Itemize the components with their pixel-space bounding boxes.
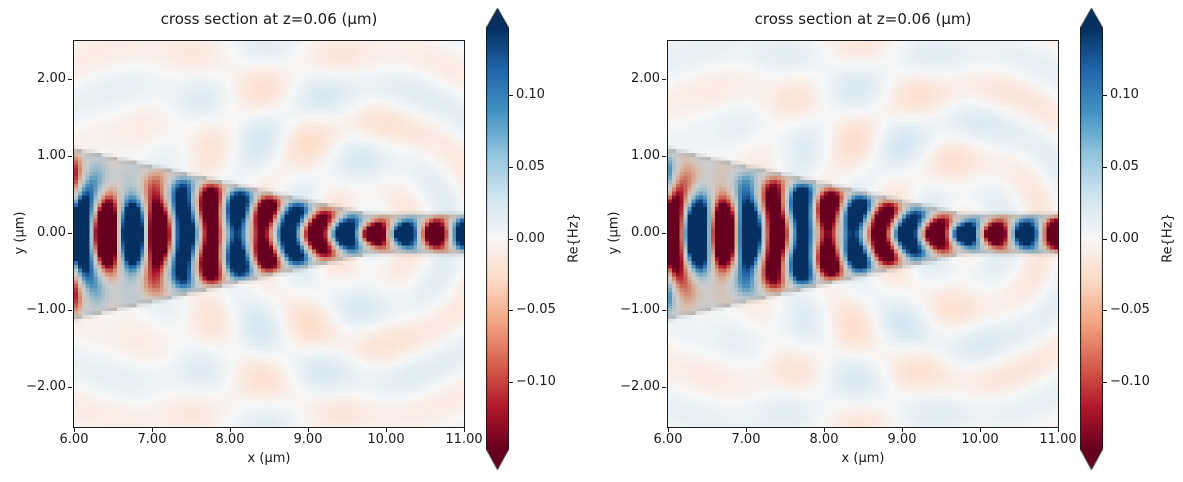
x-axis-label-left: x (μm)	[247, 451, 291, 466]
colorbar-tick-label: −0.05	[1110, 302, 1150, 318]
colorbar-right	[1080, 8, 1103, 470]
x-tick-label: 10.00	[367, 432, 405, 447]
y-tick-mark	[68, 155, 72, 157]
y-tick-mark	[662, 78, 666, 80]
y-tick-mark	[662, 310, 666, 312]
x-tick-mark	[824, 428, 825, 432]
colorbar-tick-mark	[1103, 95, 1107, 97]
x-tick-label: 6.00	[653, 432, 683, 447]
colorbar-tick-mark	[1103, 238, 1107, 240]
y-tick-label: 2.00	[37, 70, 66, 86]
field-heatmap-right	[668, 41, 1058, 427]
x-tick-mark	[902, 428, 903, 432]
x-tick-label: 8.00	[809, 432, 839, 447]
colorbar-tick-label: 0.05	[516, 158, 545, 174]
y-tick-mark	[68, 310, 72, 312]
colorbar-tick-mark	[1103, 381, 1107, 383]
plot-title-left: cross section at z=0.06 (μm)	[160, 10, 378, 28]
x-tick-mark	[230, 428, 231, 432]
colorbar-tick-label: −0.10	[516, 373, 556, 389]
colorbar-tick-mark	[509, 381, 513, 383]
colorbar-gradient-left	[486, 8, 509, 470]
colorbar-label-left: Re{Hz}	[566, 213, 582, 263]
y-tick-label: 1.00	[631, 147, 660, 163]
x-tick-mark	[668, 428, 669, 432]
colorbar-tick-label: 0.00	[516, 230, 545, 246]
y-tick-label: 0.00	[631, 225, 660, 240]
x-tick-label: 11.00	[445, 432, 483, 447]
y-tick-mark	[68, 78, 72, 80]
y-tick-mark	[662, 387, 666, 389]
y-tick-mark	[662, 155, 666, 157]
colorbar-tick-label: 0.05	[1110, 158, 1139, 174]
x-tick-mark	[152, 428, 153, 432]
y-tick-label: −2.00	[620, 379, 660, 395]
colorbar-label-right: Re{Hz}	[1160, 213, 1176, 263]
x-tick-mark	[980, 428, 981, 432]
y-tick-mark	[662, 233, 666, 234]
x-tick-mark	[1058, 428, 1059, 432]
colorbar-tick-mark	[1103, 166, 1107, 168]
x-tick-mark	[74, 428, 75, 432]
colorbar-tick-label: −0.05	[516, 302, 556, 318]
colorbar-tick-mark	[509, 95, 513, 97]
colorbar-tick-mark	[509, 310, 513, 312]
y-tick-label: 2.00	[631, 70, 660, 86]
colorbar-tick-label: 0.00	[1110, 230, 1139, 246]
y-tick-mark	[68, 233, 72, 234]
colorbar-left	[486, 8, 509, 470]
x-tick-label: 9.00	[887, 432, 917, 447]
colorbar-tick-mark	[509, 238, 513, 240]
colorbar-tick-mark	[1103, 310, 1107, 312]
x-tick-label: 8.00	[215, 432, 245, 447]
x-tick-label: 10.00	[961, 432, 999, 447]
y-tick-label: −1.00	[26, 302, 66, 318]
colorbar-tick-mark	[509, 166, 513, 168]
x-tick-label: 9.00	[293, 432, 323, 447]
plot-title-right: cross section at z=0.06 (μm)	[754, 10, 972, 28]
field-heatmap-left	[74, 41, 464, 427]
y-tick-label: −2.00	[26, 379, 66, 395]
y-tick-mark	[68, 387, 72, 389]
colorbar-tick-label: −0.10	[1110, 373, 1150, 389]
y-tick-label: 1.00	[37, 147, 66, 163]
x-tick-label: 6.00	[59, 432, 89, 447]
colorbar-tick-label: 0.10	[516, 87, 545, 103]
x-tick-label: 7.00	[137, 432, 167, 447]
x-tick-mark	[464, 428, 465, 432]
x-tick-label: 7.00	[731, 432, 761, 447]
colorbar-gradient-right	[1080, 8, 1103, 470]
x-tick-label: 11.00	[1039, 432, 1077, 447]
colorbar-tick-label: 0.10	[1110, 87, 1139, 103]
axes-left	[73, 40, 465, 428]
axes-right	[667, 40, 1059, 428]
x-tick-mark	[308, 428, 309, 432]
y-tick-label: −1.00	[620, 302, 660, 318]
y-tick-label: 0.00	[37, 225, 66, 240]
x-axis-label-right: x (μm)	[841, 451, 885, 466]
x-tick-mark	[386, 428, 387, 432]
x-tick-mark	[746, 428, 747, 432]
